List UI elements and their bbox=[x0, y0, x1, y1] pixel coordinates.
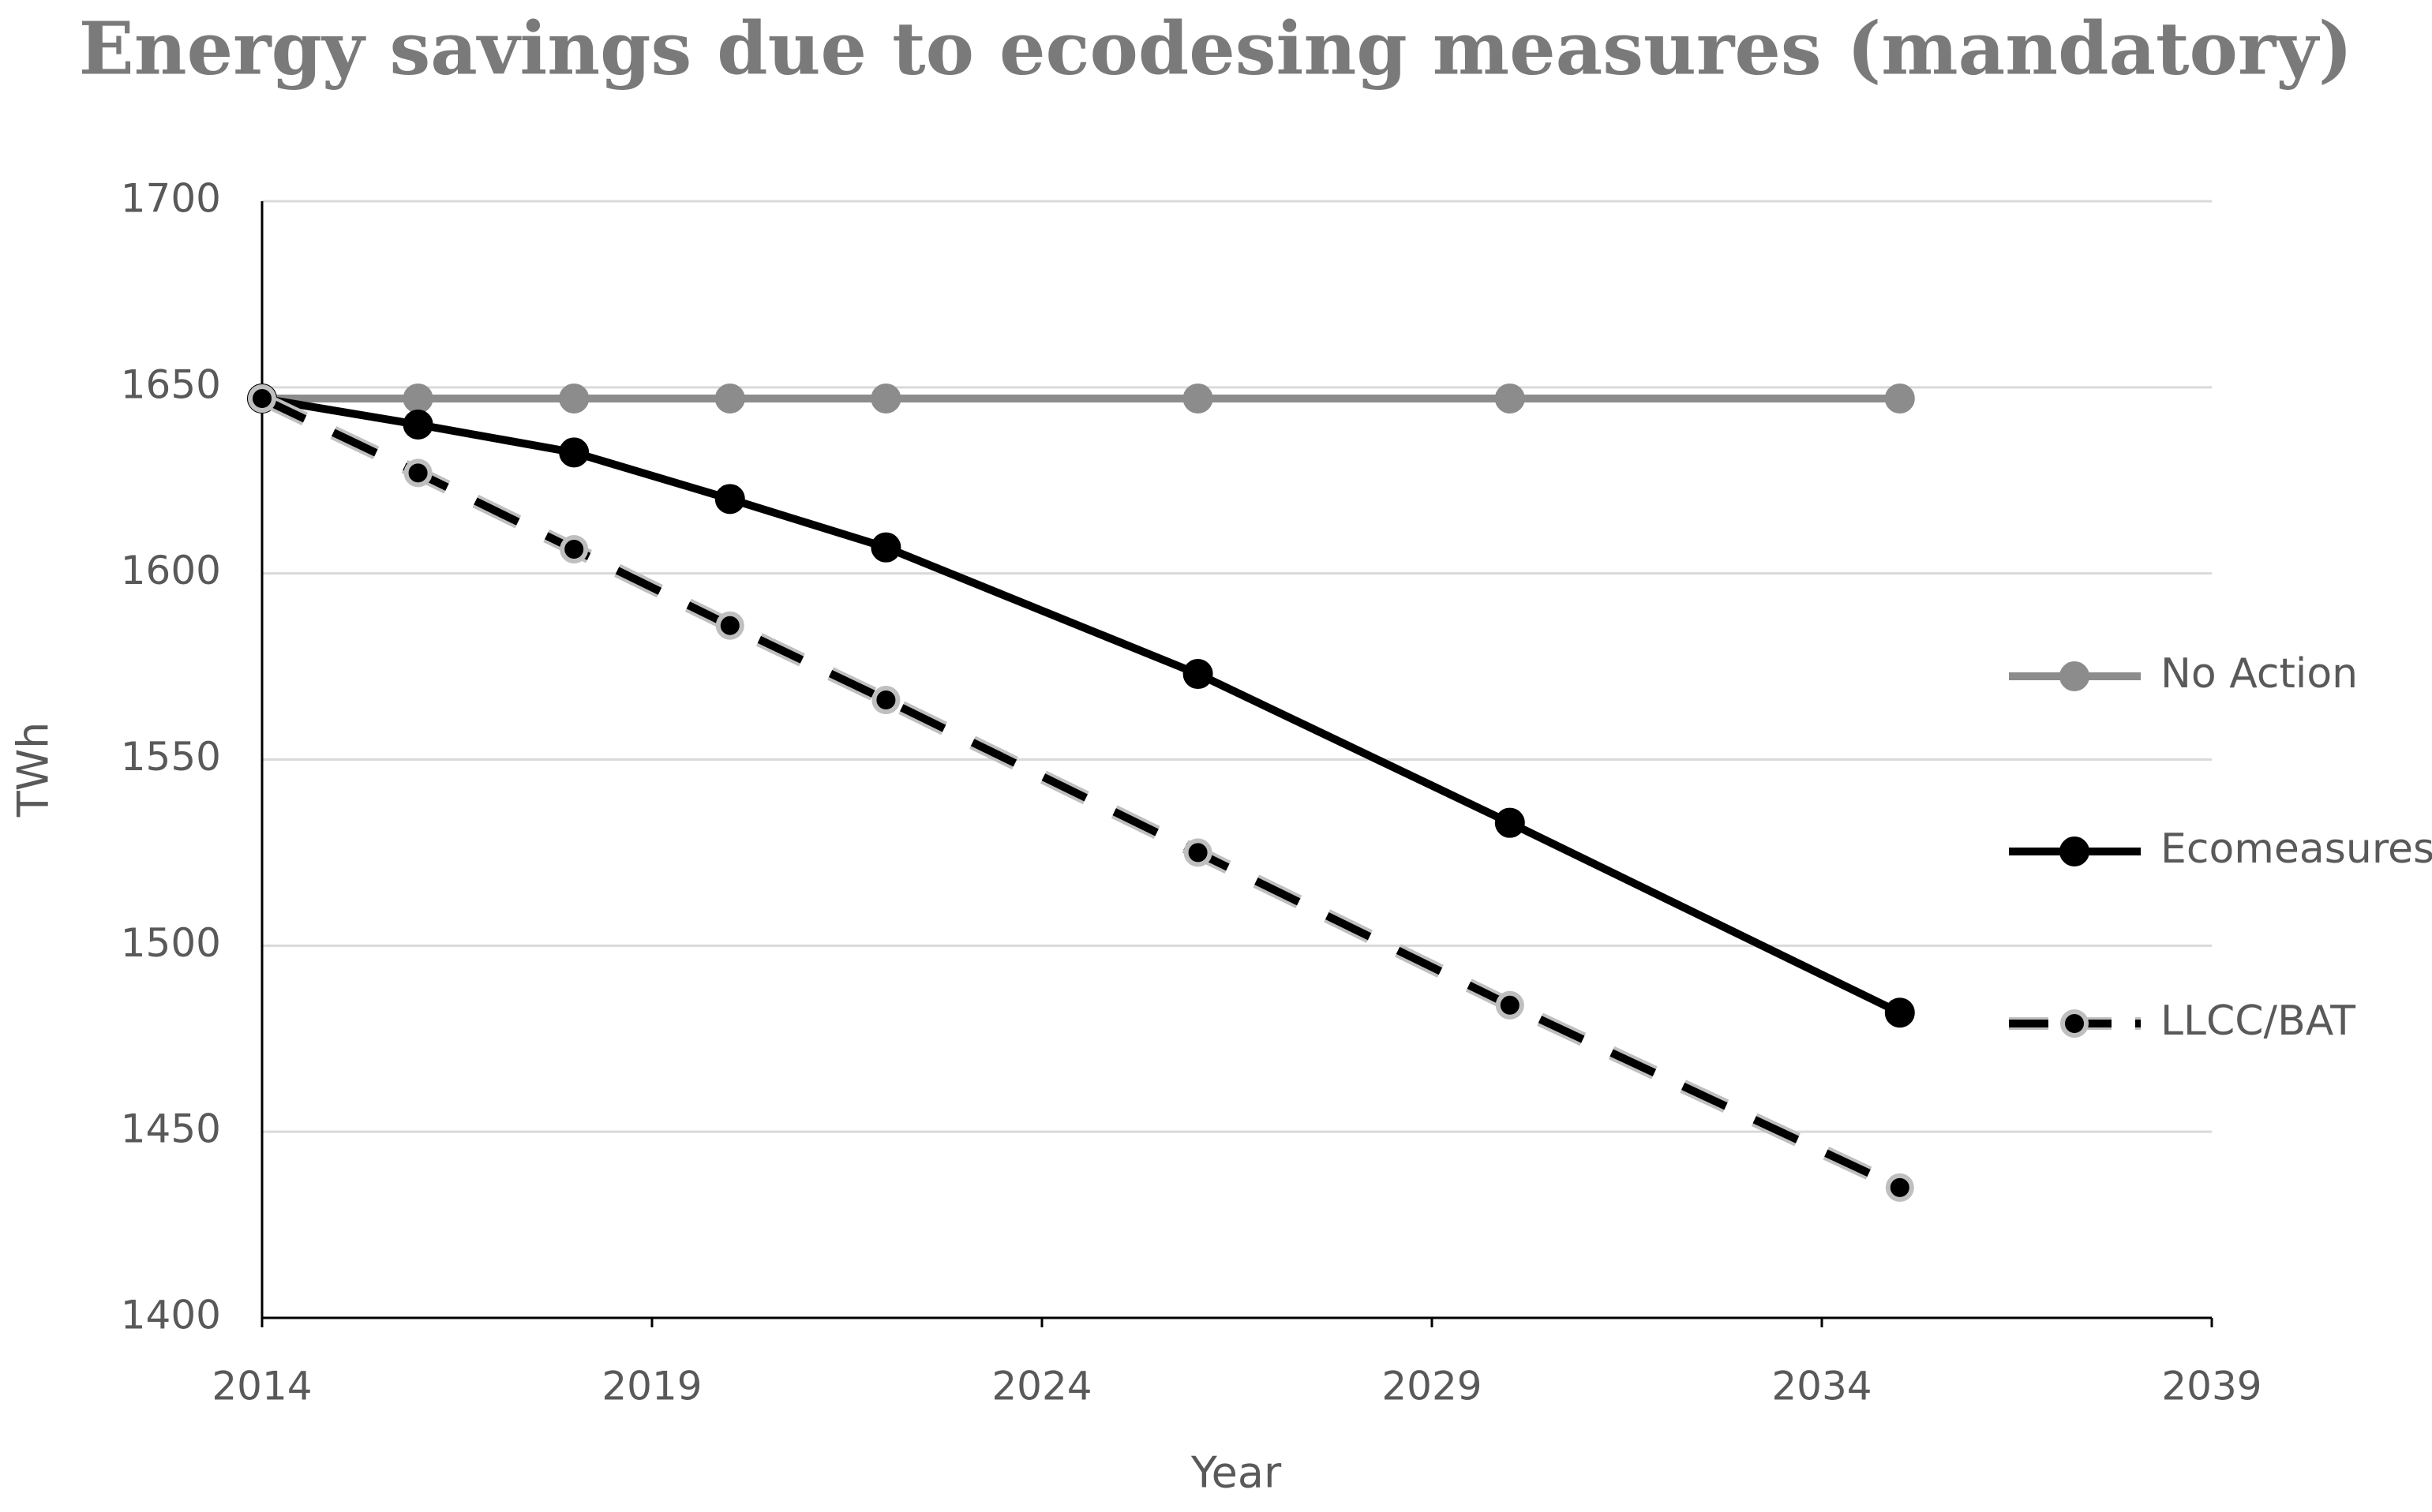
marker bbox=[1885, 1173, 1914, 1202]
marker bbox=[559, 437, 590, 468]
legend-label: No Action bbox=[2160, 650, 2358, 698]
marker bbox=[403, 410, 433, 440]
x-tick-label: 2029 bbox=[1381, 1364, 1482, 1409]
y-tick-label: 1650 bbox=[121, 361, 221, 407]
x-tick-label: 2024 bbox=[991, 1364, 1092, 1409]
marker bbox=[559, 383, 590, 414]
marker bbox=[403, 383, 433, 414]
marker bbox=[871, 686, 901, 715]
marker bbox=[560, 535, 589, 564]
marker bbox=[1183, 838, 1212, 867]
marker bbox=[248, 384, 276, 413]
marker bbox=[871, 532, 901, 563]
marker bbox=[714, 484, 745, 515]
x-tick-label: 2019 bbox=[601, 1364, 702, 1409]
y-tick-label: 1450 bbox=[121, 1106, 221, 1152]
marker bbox=[1182, 659, 1213, 690]
marker bbox=[1182, 383, 1213, 414]
x-tick-label: 2039 bbox=[2161, 1364, 2261, 1409]
legend-marker bbox=[2059, 661, 2089, 691]
marker bbox=[403, 458, 433, 488]
marker bbox=[1884, 997, 1915, 1028]
marker bbox=[1494, 807, 1525, 838]
marker bbox=[1494, 383, 1525, 414]
legend-marker bbox=[2059, 836, 2089, 866]
y-tick-label: 1500 bbox=[121, 920, 221, 966]
marker bbox=[715, 611, 744, 640]
x-tick-label: 2034 bbox=[1771, 1364, 1872, 1409]
x-tick-label: 2014 bbox=[212, 1364, 312, 1409]
marker bbox=[714, 383, 745, 414]
y-axis-label: TWh bbox=[9, 722, 58, 818]
legend-marker bbox=[2060, 1009, 2089, 1038]
legend-label: LLCC/BAT bbox=[2160, 997, 2355, 1045]
x-axis-label: Year bbox=[1190, 1448, 1282, 1498]
marker bbox=[871, 383, 901, 414]
chart-title: Energy savings due to ecodesing measures… bbox=[79, 6, 2353, 92]
y-tick-label: 1700 bbox=[121, 176, 221, 222]
marker bbox=[1884, 383, 1915, 414]
legend-label: Ecomeasures bbox=[2160, 825, 2432, 873]
y-tick-label: 1400 bbox=[121, 1293, 221, 1338]
y-tick-label: 1550 bbox=[121, 734, 221, 780]
marker bbox=[1495, 990, 1524, 1020]
series-line bbox=[261, 395, 1902, 1016]
y-tick-label: 1600 bbox=[121, 548, 221, 593]
series-line bbox=[260, 395, 1902, 1192]
